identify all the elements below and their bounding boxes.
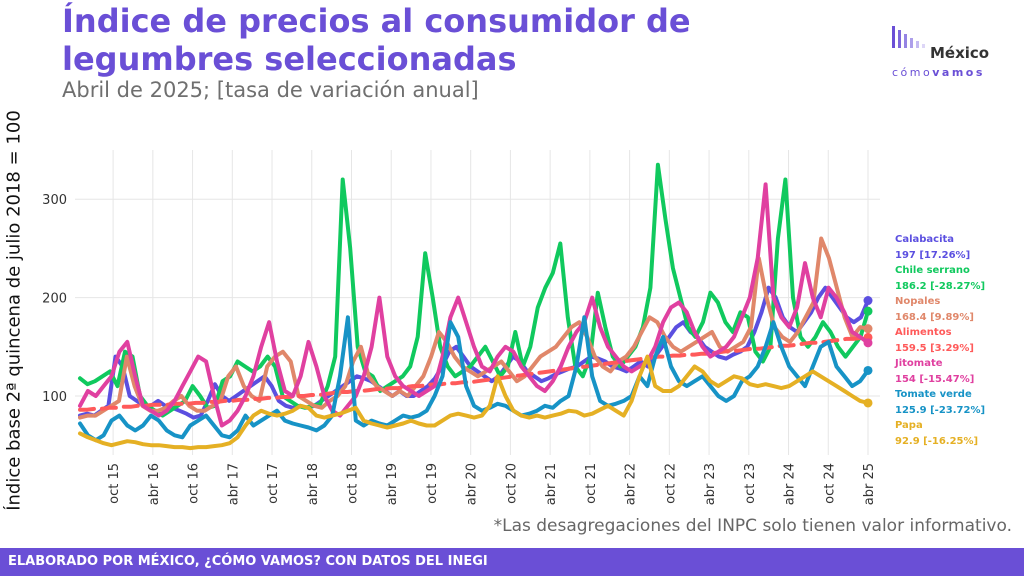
series-line-tomate-verde xyxy=(78,315,870,443)
series-endpoint xyxy=(863,324,873,334)
x-tick-label: oct 15 xyxy=(107,463,122,504)
legend-value: 125.9 [-23.72%] xyxy=(895,404,986,416)
series-line-jitomate xyxy=(78,182,870,428)
x-tick-label: abr 20 xyxy=(465,463,480,505)
x-tick-label: oct 20 xyxy=(504,463,519,504)
legend-value: 159.5 [3.29%] xyxy=(895,342,974,354)
x-tick-label: oct 24 xyxy=(822,463,837,504)
legend-value: 197 [17.26%] xyxy=(895,249,971,261)
x-tick-label: oct 18 xyxy=(345,463,360,504)
logo-bars-icon xyxy=(892,26,925,48)
x-tick-label: abr 23 xyxy=(703,463,718,505)
x-tick-label: abr 17 xyxy=(226,463,241,505)
x-tick-label: oct 17 xyxy=(266,463,281,504)
x-tick-label: oct 19 xyxy=(425,463,440,504)
x-tick-label: oct 16 xyxy=(187,463,202,504)
chart-title: Índice de precios al consumidor de legum… xyxy=(62,2,691,78)
footer-bar: ELABORADO POR MÉXICO, ¿CÓMO VAMOS? CON D… xyxy=(0,548,1024,576)
footnote: *Las desagregaciones del INPC solo tiene… xyxy=(493,516,1012,536)
legend-value: 154 [-15.47%] xyxy=(895,373,975,385)
legend-label: Papa xyxy=(895,420,923,431)
y-tick-label: 300 xyxy=(42,193,67,208)
legend-label: Jitomate xyxy=(895,358,943,369)
x-tick-label: oct 22 xyxy=(663,463,678,504)
series-line-nopales xyxy=(78,236,870,420)
logo-tagline: cómovamos xyxy=(892,66,985,79)
x-tick-label: abr 19 xyxy=(385,463,400,505)
legend-value: 168.4 [9.89%] xyxy=(895,311,974,323)
legend-label: Chile serrano xyxy=(895,265,970,276)
x-tick-label: abr 24 xyxy=(783,463,798,505)
footer-text: ELABORADO POR MÉXICO, ¿CÓMO VAMOS? CON D… xyxy=(8,554,488,569)
x-tick-label: abr 16 xyxy=(147,463,162,505)
y-tick-label: 200 xyxy=(42,292,67,307)
legend-label: Tomate verde xyxy=(895,389,972,400)
x-axis-ticks: oct 15 abr 16 oct 16 abr 17 oct 17 abr 18 oct … xyxy=(107,463,877,505)
mexico-como-vamos-logo: México cómovamos xyxy=(890,24,1010,84)
y-tick-label: 100 xyxy=(42,390,67,405)
series-line-papa xyxy=(78,354,870,451)
x-tick-label: abr 25 xyxy=(862,463,877,505)
chart-legend: Calabacita 197 [17.26%] Chile serrano 186.2… xyxy=(895,232,1020,449)
chart-series xyxy=(78,162,873,451)
legend-label: Calabacita xyxy=(895,234,955,245)
series-endpoint xyxy=(863,398,873,408)
x-tick-label: abr 21 xyxy=(544,463,559,505)
series-line-alimentos xyxy=(78,335,870,412)
y-axis-ticks: 100 200 300 xyxy=(42,193,67,405)
legend-value: 186.2 [-28.27%] xyxy=(895,280,986,292)
series-endpoint xyxy=(863,365,873,375)
legend-label: Nopales xyxy=(895,296,941,307)
legend-value: 92.9 [-16.25%] xyxy=(895,435,979,447)
x-tick-label: abr 22 xyxy=(624,463,639,505)
chart-subtitle: Abril de 2025; [tasa de variación anual] xyxy=(62,78,479,102)
series-endpoint xyxy=(863,296,873,306)
x-tick-label: oct 23 xyxy=(743,463,758,504)
series-line-calabacita xyxy=(78,285,870,420)
logo-name: México xyxy=(930,44,990,62)
series-endpoint xyxy=(863,338,873,348)
legend-label: Alimentos xyxy=(895,327,952,338)
series-endpoint xyxy=(863,306,873,316)
x-tick-label: abr 18 xyxy=(306,463,321,505)
x-tick-label: oct 21 xyxy=(584,463,599,504)
